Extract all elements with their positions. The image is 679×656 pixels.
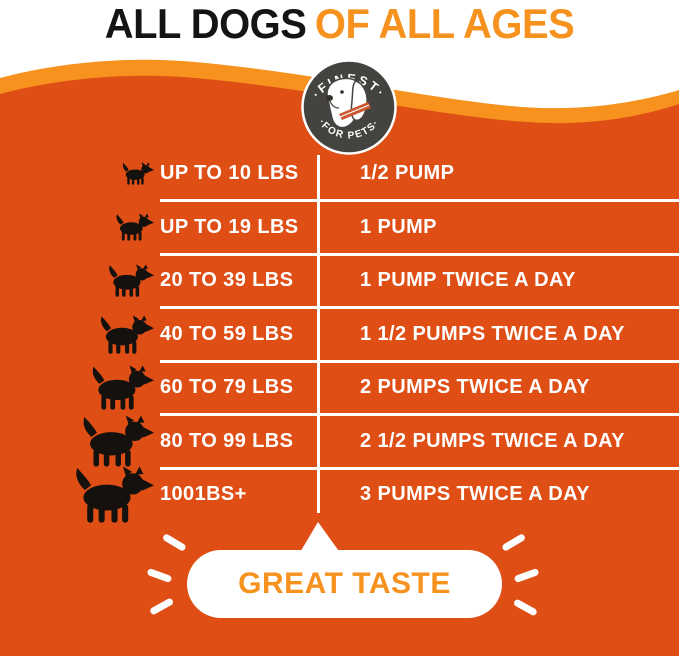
weight-label: 20 TO 39 LBS: [160, 269, 294, 292]
dog-size-cell: [0, 264, 160, 297]
table-row: UP TO 10 LBS 1/2 PUMP: [0, 147, 679, 202]
dose-label: 1 1/2 PUMPS TWICE A DAY: [360, 322, 625, 345]
title-part-orange: OF ALL AGES: [314, 0, 575, 47]
panel-body: [0, 75, 679, 656]
table-row: 20 TO 39 LBS 1 PUMP TWICE A DAY: [0, 254, 679, 309]
weight-label: UP TO 10 LBS: [160, 162, 299, 185]
dog-icon: [113, 213, 154, 241]
table-row: 60 TO 79 LBS 2 PUMPS TWICE A DAY: [0, 361, 679, 416]
dog-size-cell: [0, 315, 160, 354]
weight-label: 1001BS+: [160, 483, 247, 506]
table-row: 40 TO 59 LBS 1 1/2 PUMPS TWICE A DAY: [0, 308, 679, 362]
table-row: 1001BS+ 3 PUMPS TWICE A DAY: [0, 468, 679, 522]
dog-size-cell: [0, 213, 160, 241]
finest-for-pets-badge: ·FINEST· ·FOR PETS·: [301, 59, 397, 155]
dog-size-cell: [0, 365, 160, 410]
dog-size-cell: [0, 162, 160, 185]
dose-label: 1 PUMP TWICE A DAY: [360, 269, 576, 292]
bubble-tail: [299, 522, 341, 554]
column-divider: [317, 155, 320, 513]
dose-label: 1/2 PUMP: [360, 162, 455, 185]
dog-icon: [96, 315, 154, 354]
dose-label: 2 1/2 PUMPS TWICE A DAY: [360, 429, 625, 452]
table-row: 80 TO 99 LBS 2 1/2 PUMPS TWICE A DAY: [0, 415, 679, 469]
title-part-black: ALL DOGS: [104, 0, 307, 47]
table-row: UP TO 19 LBS 1 PUMP: [0, 201, 679, 255]
page-title: ALL DOGS OF ALL AGES: [17, 0, 662, 48]
weight-label: 80 TO 99 LBS: [160, 429, 294, 452]
dog-icon: [105, 264, 154, 297]
dog-icon: [69, 466, 154, 523]
weight-label: UP TO 19 LBS: [160, 215, 299, 238]
dosage-table: UP TO 10 LBS 1/2 PUMP UP TO 19 LBS 1 PUM…: [0, 147, 679, 522]
weight-label: 60 TO 79 LBS: [160, 376, 294, 399]
dog-size-cell: [0, 466, 160, 523]
dog-icon: [120, 162, 154, 185]
dose-label: 1 PUMP: [360, 215, 437, 238]
bubble-label: GREAT TASTE: [238, 567, 451, 600]
dog-icon: [87, 365, 154, 410]
dog-size-cell: [0, 415, 160, 467]
great-taste-bubble: GREAT TASTE: [187, 550, 502, 618]
dose-label: 3 PUMPS TWICE A DAY: [360, 483, 590, 506]
dog-head-icon: [326, 77, 371, 129]
dose-label: 2 PUMPS TWICE A DAY: [360, 376, 590, 399]
dog-icon: [77, 415, 154, 467]
weight-label: 40 TO 59 LBS: [160, 322, 294, 345]
